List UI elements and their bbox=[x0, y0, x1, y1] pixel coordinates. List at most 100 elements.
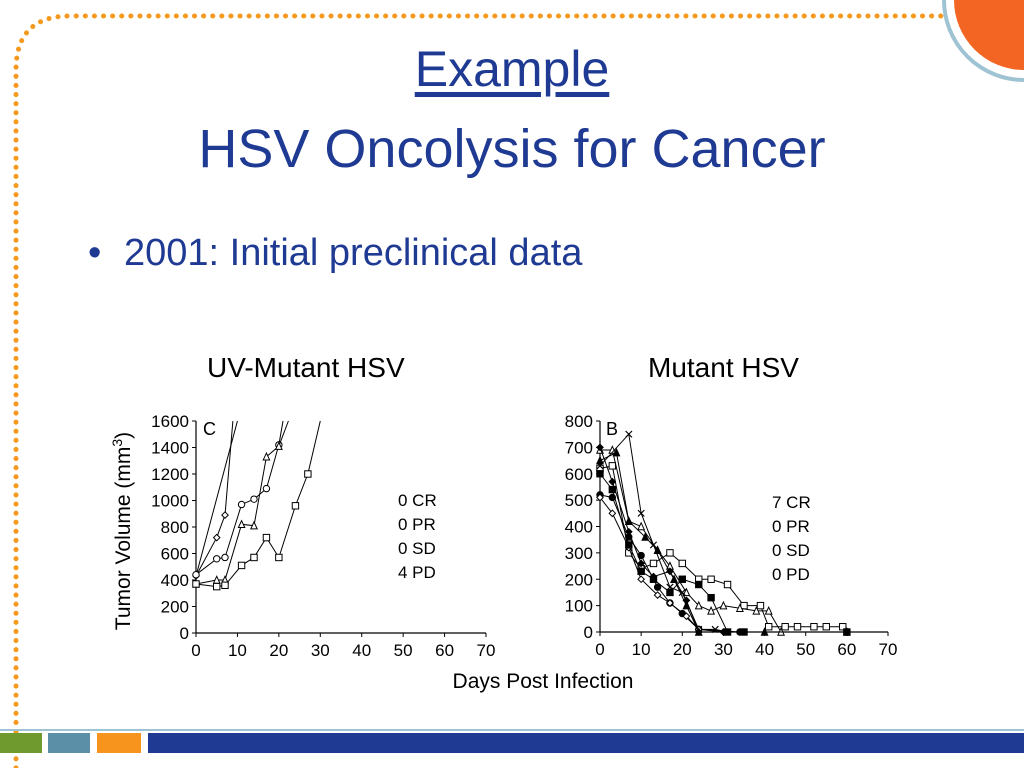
y-tick-label: 400 bbox=[161, 571, 189, 590]
outcome-annotation: 0 PR bbox=[398, 515, 436, 534]
series-8-filled-triangle bbox=[596, 447, 851, 636]
outcome-annotation: 4 PD bbox=[398, 563, 436, 582]
data-point-filled-triangle bbox=[653, 545, 662, 554]
data-point-square bbox=[678, 559, 686, 568]
chart-title-mutant: Mutant HSV bbox=[648, 352, 799, 383]
data-point-x bbox=[637, 509, 645, 517]
series-line bbox=[195, 420, 321, 588]
data-point-diamond bbox=[682, 612, 691, 621]
y-tick-label: 1400 bbox=[151, 439, 189, 458]
data-point-diamond bbox=[653, 591, 662, 599]
footer-bar-green bbox=[0, 733, 42, 753]
data-point-circle bbox=[221, 553, 229, 562]
series-7-filled-diamond bbox=[596, 443, 728, 636]
y-tick-label: 0 bbox=[584, 623, 593, 642]
series-line bbox=[599, 451, 847, 633]
data-point-filled-triangle bbox=[670, 574, 679, 583]
data-point-filled-triangle bbox=[624, 516, 633, 525]
data-point-triangle bbox=[682, 587, 691, 597]
y-tick-label: 300 bbox=[565, 544, 593, 563]
data-point-circle bbox=[213, 555, 221, 563]
data-point-square bbox=[666, 549, 674, 557]
data-point-diamond bbox=[212, 533, 221, 542]
data-point-square bbox=[839, 623, 847, 631]
data-point-square bbox=[291, 502, 300, 510]
footer-bar-navy bbox=[148, 733, 1024, 753]
series-6-filled-square bbox=[596, 470, 851, 636]
bullet-item: • 2001: Initial preclinical data bbox=[88, 232, 582, 275]
y-tick-label: 1200 bbox=[151, 465, 189, 484]
data-point-triangle bbox=[637, 521, 646, 531]
data-point-square bbox=[756, 601, 765, 610]
data-point-square bbox=[275, 553, 283, 562]
outcome-annotation: 0 PD bbox=[772, 565, 810, 584]
data-point-diamond bbox=[221, 511, 229, 519]
outcome-annotations: 7 CR 0 PR 0 SD 0 PD bbox=[772, 493, 811, 584]
x-tick-label: 40 bbox=[352, 641, 371, 660]
data-point-filled-square bbox=[608, 485, 617, 494]
data-point-filled-square bbox=[707, 594, 715, 602]
chart-panel-2: 0 100 200 300 400 500 600 700 800 0 10 20 30 40 50 60 70… bbox=[565, 412, 898, 659]
data-point-triangle bbox=[262, 451, 271, 461]
y-tick-label: 600 bbox=[161, 545, 189, 564]
x-tick-label: 40 bbox=[755, 640, 774, 659]
y-axis-label: Tumor Volume (mm3) bbox=[109, 432, 135, 630]
data-point-diamond bbox=[637, 575, 646, 584]
y-tick-label: 700 bbox=[565, 438, 593, 457]
x-tick-label: 30 bbox=[311, 641, 330, 660]
corner-circle-orange bbox=[954, 0, 1024, 70]
data-point-triangle bbox=[719, 600, 728, 610]
y-tick-label: 200 bbox=[565, 570, 593, 589]
series-line bbox=[599, 497, 847, 633]
data-point-square bbox=[764, 623, 773, 631]
series-4-square bbox=[192, 420, 321, 591]
data-point-filled-circle bbox=[653, 583, 662, 591]
data-point-diamond bbox=[666, 599, 674, 607]
data-point-filled-square bbox=[695, 580, 703, 589]
data-point-square bbox=[723, 580, 732, 589]
data-point-triangle bbox=[764, 606, 773, 615]
series-2-triangle bbox=[596, 445, 786, 636]
data-point-circle bbox=[237, 500, 246, 509]
plot-area bbox=[192, 420, 321, 591]
data-point-square bbox=[822, 623, 830, 631]
series-5-diamond bbox=[596, 493, 851, 636]
data-point-square bbox=[221, 581, 229, 589]
data-point-triangle bbox=[274, 441, 283, 450]
data-point-filled-triangle bbox=[694, 627, 703, 636]
data-point-diamond bbox=[596, 493, 604, 502]
y-tick-label: 500 bbox=[565, 491, 593, 510]
x-tick-label: 30 bbox=[714, 640, 733, 659]
data-point-filled-triangle bbox=[682, 600, 691, 610]
bullet-symbol: • bbox=[88, 232, 102, 274]
outcome-annotation: 0 SD bbox=[398, 539, 436, 558]
data-point-filled-diamond bbox=[649, 572, 658, 581]
slide-title-example: Example bbox=[414, 41, 610, 97]
y-tick-label: 0 bbox=[180, 624, 189, 643]
x-tick-label: 70 bbox=[879, 640, 898, 659]
data-point-filled-square bbox=[596, 470, 604, 478]
footer-bar-orange bbox=[97, 733, 141, 753]
y-tick-label: 100 bbox=[565, 597, 593, 616]
outcome-annotation: 0 SD bbox=[772, 541, 810, 560]
x-tick-label: 10 bbox=[228, 641, 247, 660]
data-point-square bbox=[810, 623, 818, 631]
outcome-annotation: 0 CR bbox=[398, 491, 437, 510]
data-point-square bbox=[237, 561, 246, 570]
data-point-triangle bbox=[752, 606, 761, 615]
x-tick-label: 60 bbox=[837, 640, 856, 659]
data-point-square bbox=[262, 533, 271, 542]
x-axis-label: Days Post Infection bbox=[453, 670, 634, 693]
series-3-x bbox=[596, 430, 732, 636]
data-point-square bbox=[793, 623, 802, 631]
chart-panel-1: 0 200 400 600 800 1000 1200 1400 1600 0 10 20 30 40 50… bbox=[109, 412, 495, 660]
y-tick-label: 600 bbox=[565, 465, 593, 484]
data-point-square bbox=[192, 580, 200, 588]
x-tick-label: 20 bbox=[673, 640, 692, 659]
data-point-x bbox=[625, 430, 633, 438]
data-point-square bbox=[781, 623, 789, 631]
data-point-filled-diamond bbox=[624, 527, 633, 536]
data-point-triangle bbox=[237, 519, 246, 529]
x-tick-label: 20 bbox=[269, 641, 288, 660]
